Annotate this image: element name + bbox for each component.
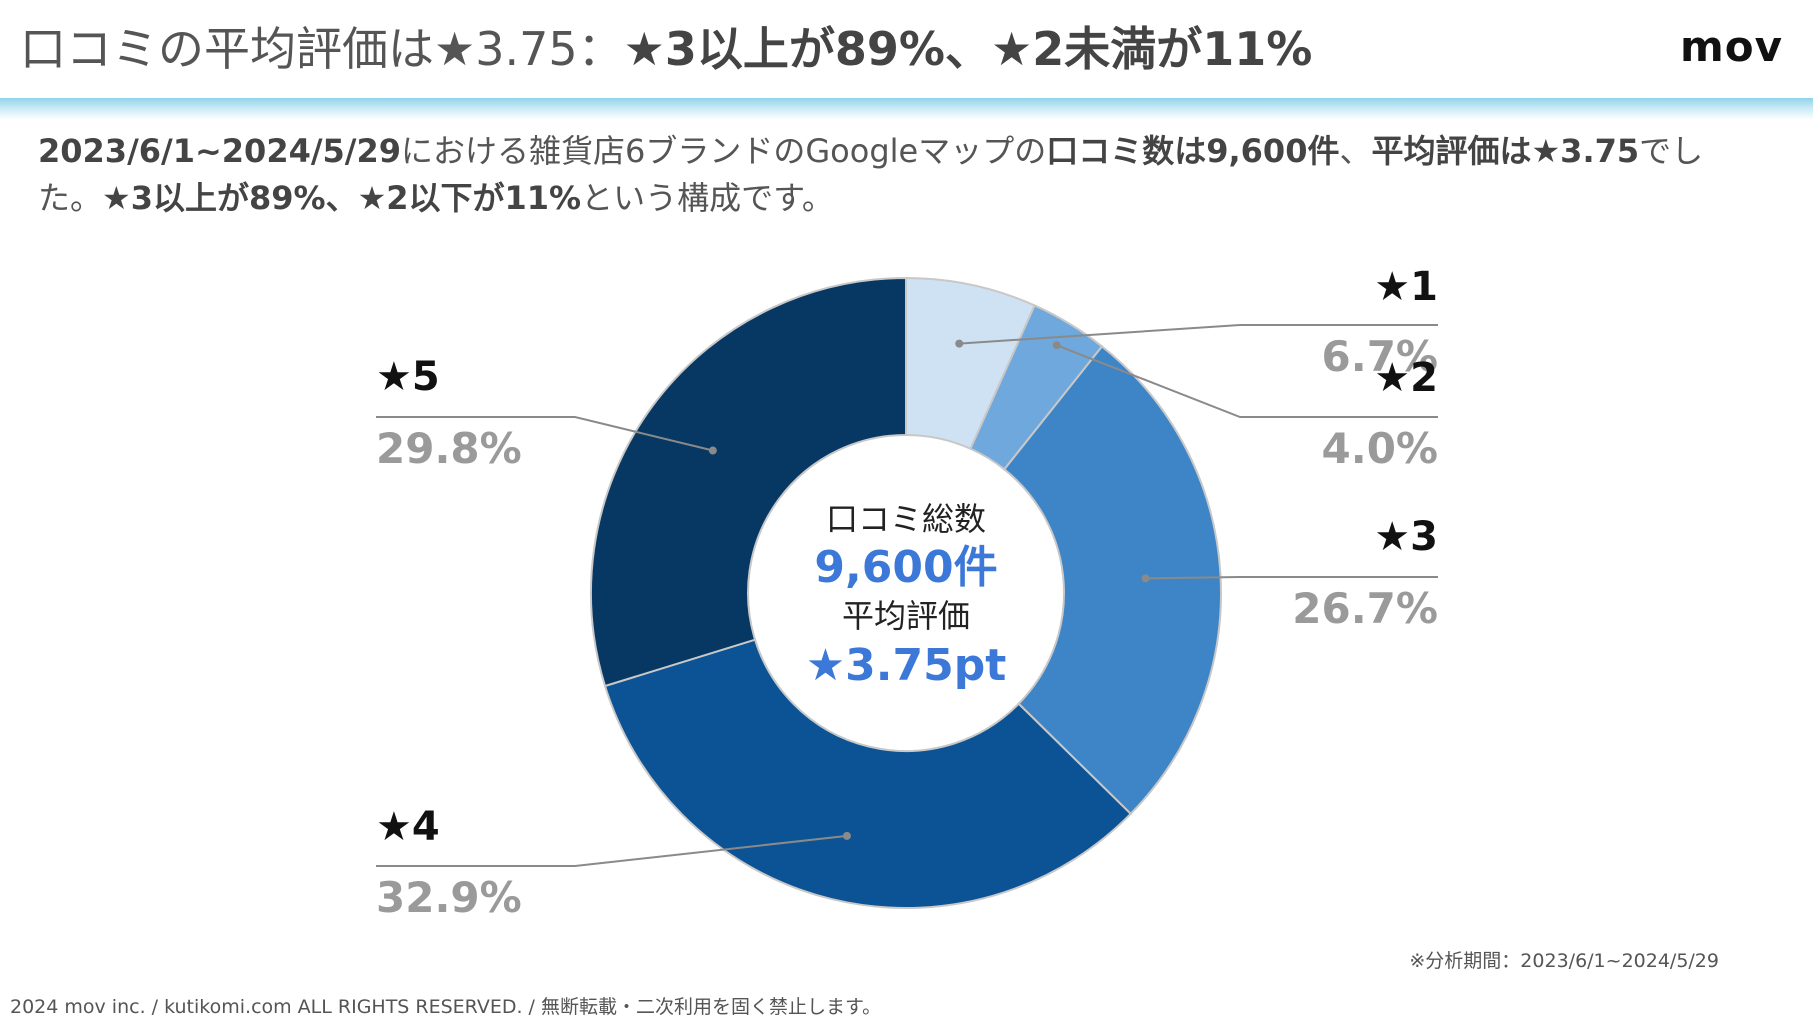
percent-label: 26.7% bbox=[1292, 584, 1438, 633]
page-title-lead: 口コミの平均評価は★3.75： bbox=[20, 22, 624, 76]
header: 口コミの平均評価は★3.75：★3以上が89%、★2未満が11% mov bbox=[0, 0, 1813, 98]
leader-dot bbox=[1052, 341, 1061, 350]
summary-text: 2023/6/1~2024/5/29における雑貨店6ブランドのGoogleマップ… bbox=[38, 128, 1758, 222]
leader-line bbox=[959, 324, 1438, 345]
summary-text-1: における雑貨店6ブランドのGoogleマップの bbox=[401, 132, 1047, 170]
category-label: ★1 bbox=[1374, 264, 1438, 310]
leader-dot bbox=[708, 446, 717, 455]
copyright-notice: 2024 mov inc. / kutikomi.com ALL RIGHTS … bbox=[10, 996, 882, 1018]
center-label-average: 平均評価 bbox=[842, 597, 970, 635]
percent-label: 4.0% bbox=[1322, 424, 1438, 473]
leader-line bbox=[376, 834, 848, 867]
category-label: ★5 bbox=[376, 354, 440, 400]
donut-slice bbox=[1002, 345, 1222, 816]
center-label-total: 口コミ総数 bbox=[826, 500, 986, 538]
summary-text-2: 、 bbox=[1339, 132, 1372, 170]
summary-review-count: 口コミ数は9,600件 bbox=[1046, 132, 1340, 170]
leader-line bbox=[1145, 576, 1438, 580]
donut-slice bbox=[590, 276, 907, 688]
summary-text-4: という構成です。 bbox=[581, 179, 834, 217]
leader-line bbox=[1056, 344, 1438, 418]
leader-dot bbox=[842, 831, 851, 840]
summary-text-3: でした。 bbox=[38, 132, 1704, 217]
percent-label: 32.9% bbox=[376, 873, 522, 922]
header-gradient-bar bbox=[0, 98, 1813, 120]
analysis-period-note: ※分析期間：2023/6/1~2024/5/29 bbox=[1409, 950, 1719, 972]
page-title-highlight: ★3以上が89%、★2未満が11% bbox=[623, 22, 1313, 76]
leader-dot bbox=[955, 339, 964, 348]
leader-dot bbox=[1141, 574, 1150, 583]
category-label: ★2 bbox=[1374, 355, 1438, 401]
page-title: 口コミの平均評価は★3.75：★3以上が89%、★2未満が11% bbox=[20, 18, 1312, 80]
center-value-average: ★3.75pt bbox=[806, 640, 1007, 691]
leader-line bbox=[376, 416, 714, 452]
donut-slice bbox=[603, 638, 1133, 909]
percent-label: 6.7% bbox=[1322, 332, 1438, 381]
category-label: ★3 bbox=[1374, 514, 1438, 560]
summary-period: 2023/6/1~2024/5/29 bbox=[38, 132, 402, 170]
summary-composition: ★3以上が89%、★2以下が11% bbox=[102, 179, 582, 217]
mov-logo: mov bbox=[1680, 22, 1783, 71]
percent-label: 29.8% bbox=[376, 424, 522, 473]
summary-average: 平均評価は★3.75 bbox=[1371, 132, 1640, 170]
category-label: ★4 bbox=[376, 804, 440, 850]
center-value-total: 9,600件 bbox=[814, 542, 997, 593]
